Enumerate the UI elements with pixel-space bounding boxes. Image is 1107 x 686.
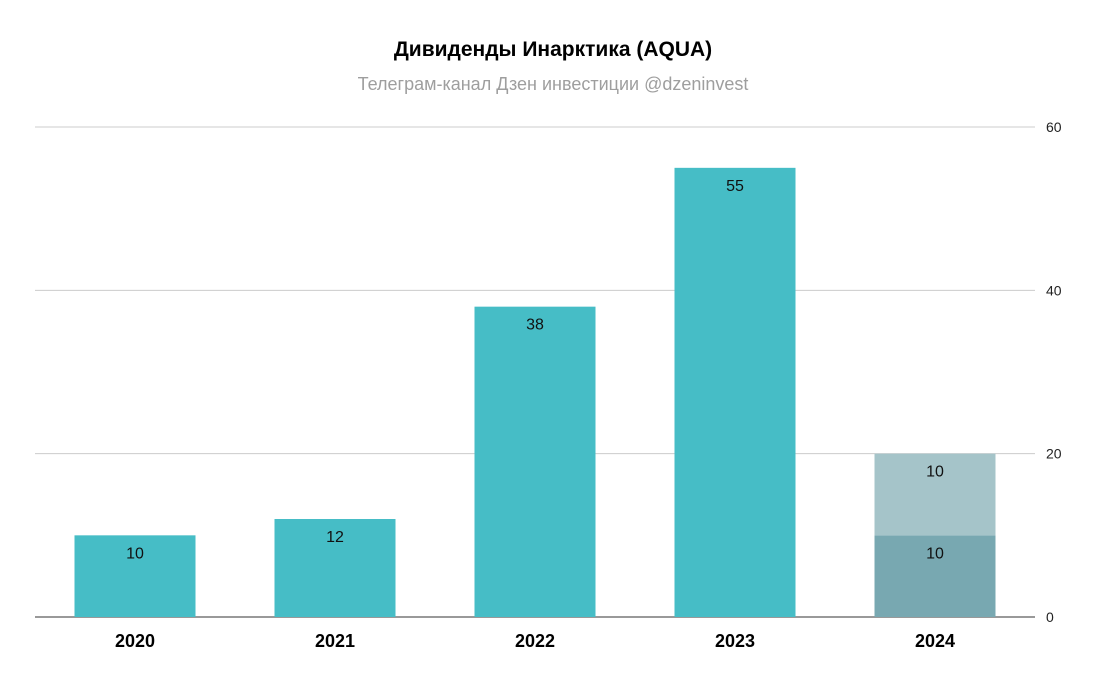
data-labels: 10 12 38 55 10 10 — [126, 178, 944, 562]
data-label-2024-series-1: 10 — [926, 545, 944, 562]
x-tick-label-2022: 2022 — [515, 631, 555, 651]
x-tick-label-2024: 2024 — [915, 631, 955, 651]
bar-2023-series-1 — [674, 167, 796, 618]
bar-2022-series-1 — [474, 306, 596, 617]
bar-2021-series-1 — [274, 519, 396, 617]
bars — [74, 167, 996, 618]
y-tick-label: 0 — [1046, 609, 1054, 625]
data-label-2024-series-2: 10 — [926, 464, 944, 481]
data-label-2023-series-1: 55 — [726, 178, 744, 195]
bar-2020-series-1 — [74, 535, 196, 617]
bar-2024-series-2 — [874, 453, 996, 536]
x-tick-label-2023: 2023 — [715, 631, 755, 651]
x-tick-label-2020: 2020 — [115, 631, 155, 651]
data-label-2020-series-1: 10 — [126, 545, 144, 562]
y-axis: 0 20 40 60 — [1046, 119, 1062, 625]
y-tick-label: 60 — [1046, 119, 1062, 135]
x-axis: 2020 2021 2022 2023 2024 — [115, 631, 955, 651]
y-tick-label: 20 — [1046, 446, 1062, 462]
y-tick-label: 40 — [1046, 282, 1062, 298]
data-label-2021-series-1: 12 — [326, 529, 344, 546]
chart-title: Дивиденды Инарктика (AQUA) — [394, 38, 712, 61]
data-label-2022-series-1: 38 — [526, 317, 544, 334]
bar-2024-series-1 — [874, 535, 996, 617]
x-tick-label-2021: 2021 — [315, 631, 355, 651]
chart-subtitle: Телеграм-канал Дзен инвестиции @dzeninve… — [358, 74, 749, 94]
